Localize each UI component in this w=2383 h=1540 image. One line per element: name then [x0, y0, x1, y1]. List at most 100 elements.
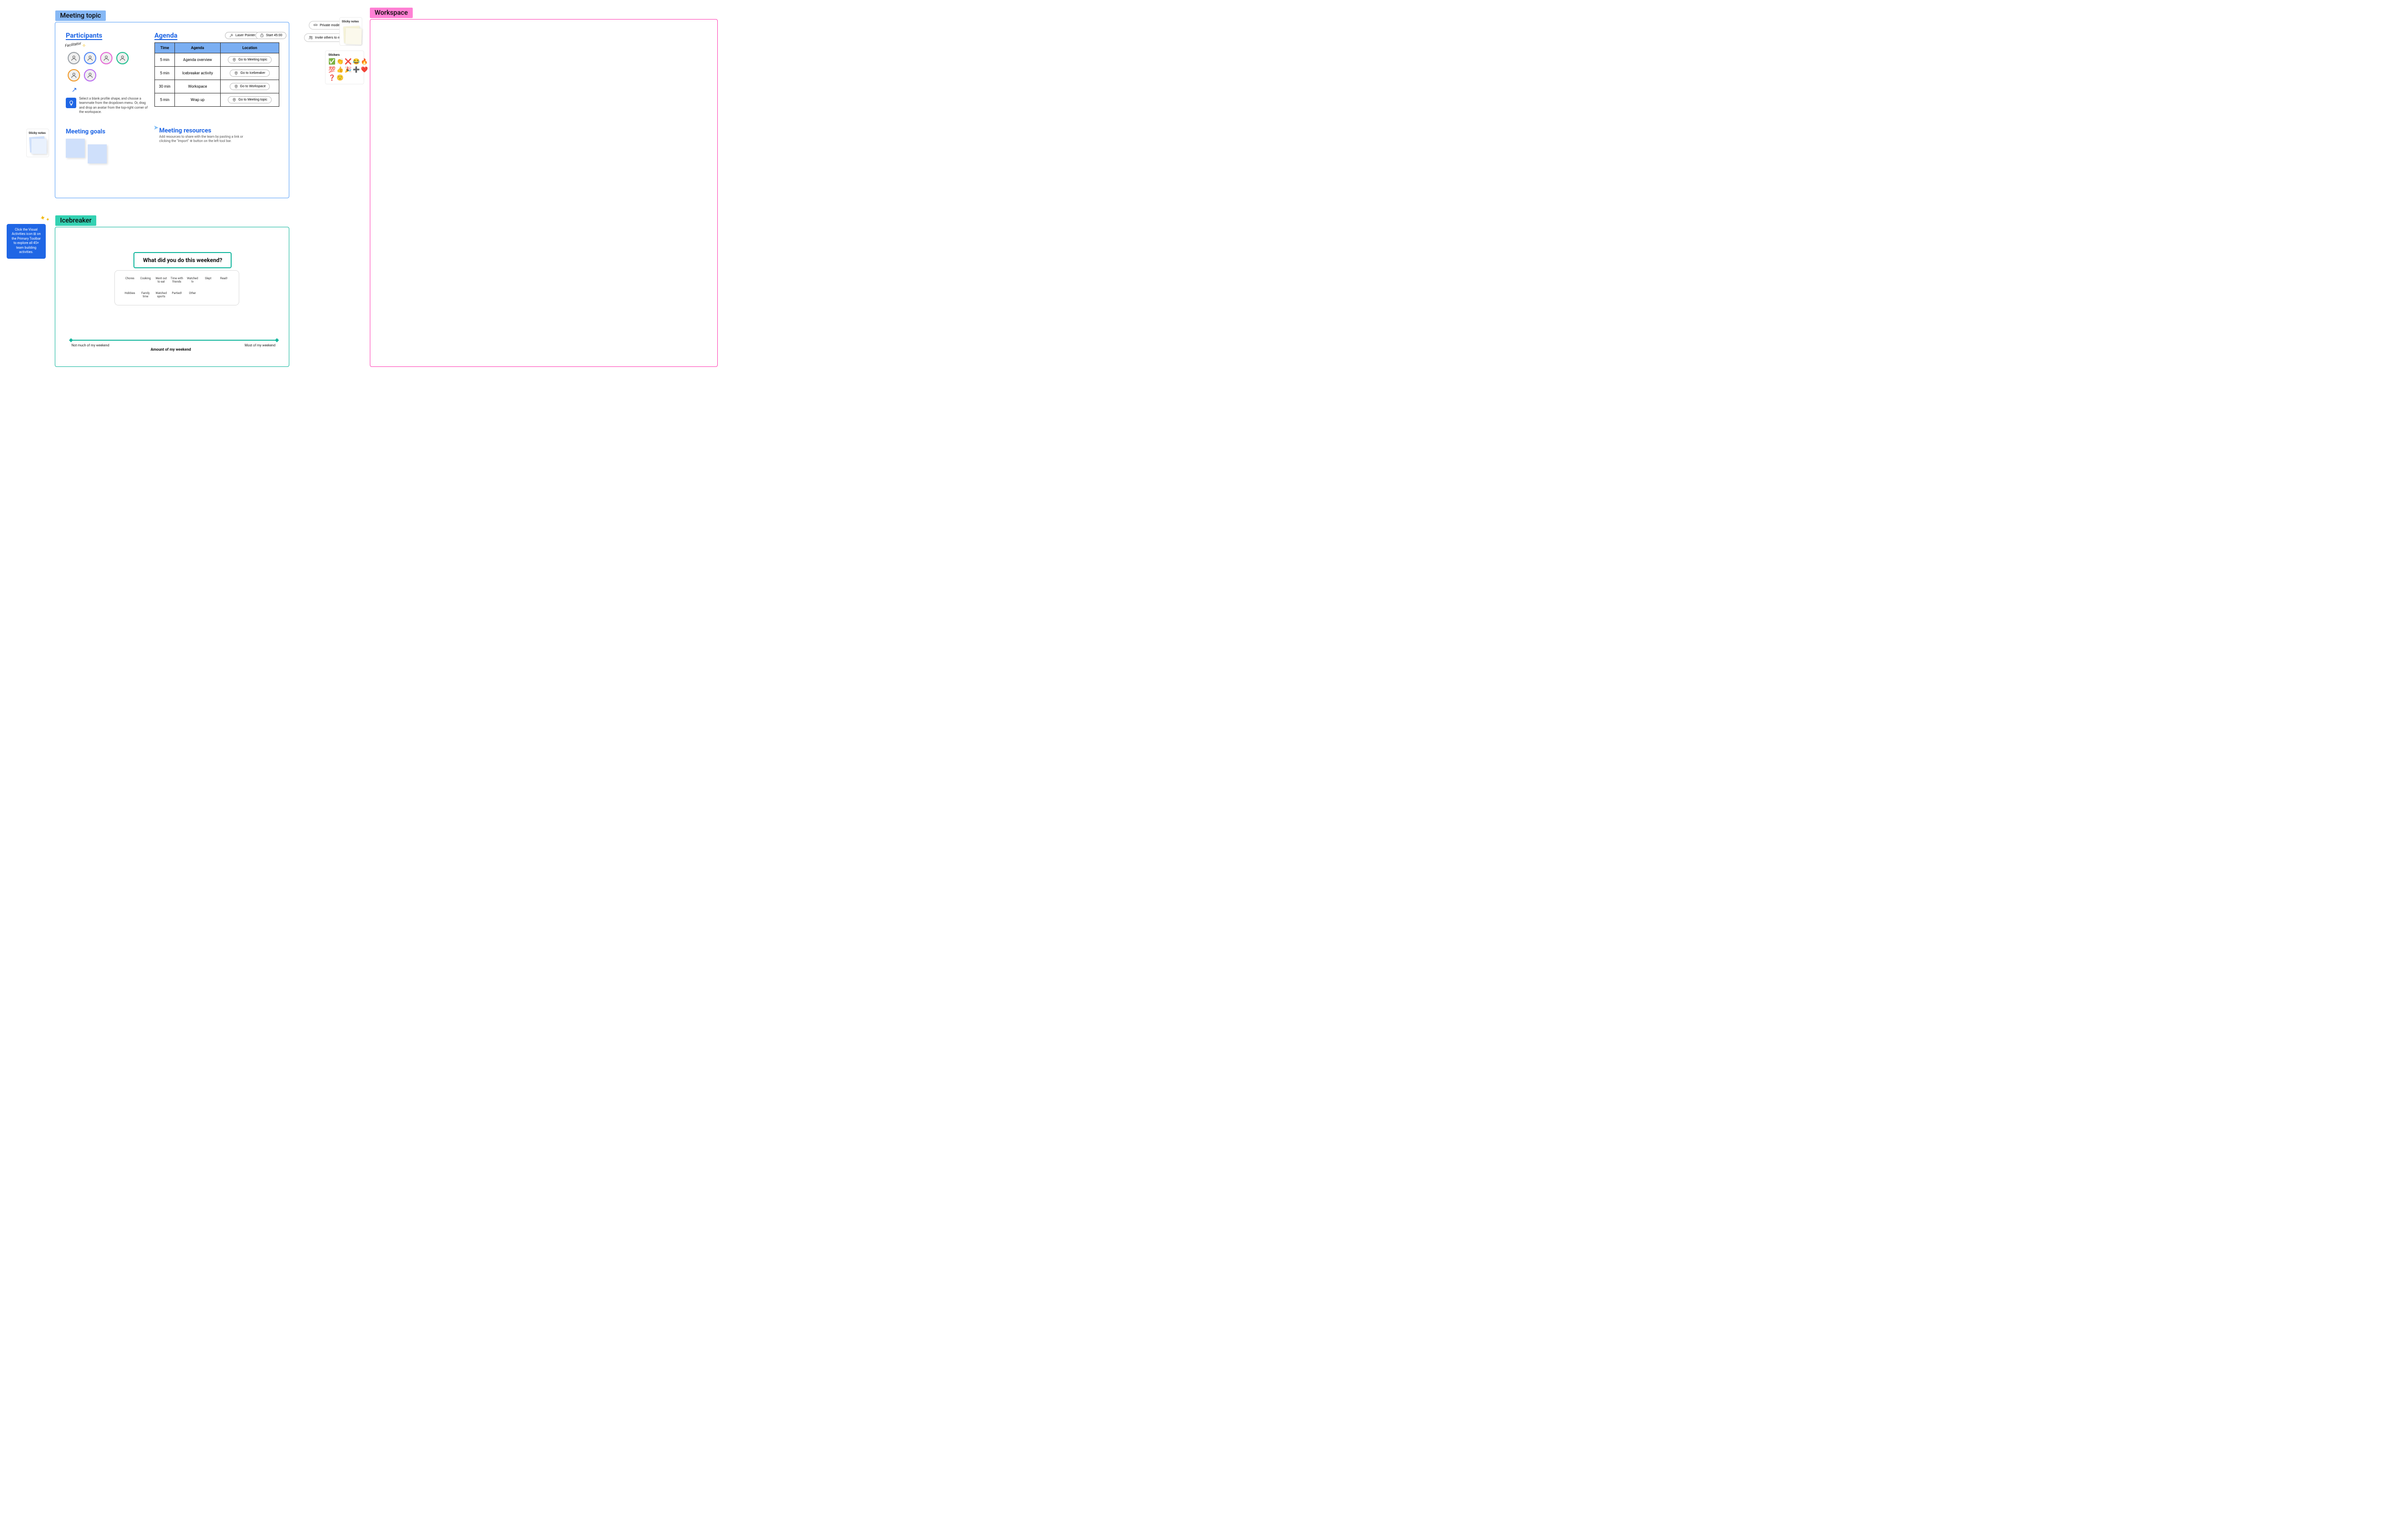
agenda-th-location: Location: [221, 43, 279, 53]
sparkle-icon: ✦: [46, 217, 50, 223]
goto-button[interactable]: Go to Workspace: [230, 83, 270, 90]
sticker-question-icon[interactable]: ❓: [328, 74, 335, 81]
start-timer-label: Start 45:00: [266, 34, 282, 37]
meeting-goals-heading: Meeting goals: [66, 128, 105, 135]
agenda-item: Wrap up: [175, 93, 221, 107]
goto-button[interactable]: Go to Icebreaker: [230, 70, 269, 77]
sparkle-icon: ✧: [82, 43, 86, 49]
agenda-table: Time Agenda Location 5 min Agenda overvi…: [154, 42, 279, 107]
agenda-item: Workspace: [175, 80, 221, 93]
ib-option[interactable]: Slept: [202, 277, 214, 284]
goto-label: Go to Icebreaker: [240, 71, 265, 75]
sticker-party-icon[interactable]: 🎉: [345, 66, 351, 73]
ib-option[interactable]: Watched tv: [186, 277, 199, 284]
ib-option[interactable]: Hobbies: [123, 292, 136, 298]
sticky-note[interactable]: [88, 144, 107, 163]
meeting-topic-panel[interactable]: Participants Facilitator ✧ ↗ Select a bl…: [55, 22, 289, 198]
laser-pointer-button[interactable]: Laser Pointer: [225, 32, 260, 39]
visual-activities-tip: Click the Visual Activities icon ⊞ on th…: [7, 224, 46, 259]
goto-label: Go to Meeting topic: [238, 58, 267, 61]
icebreaker-question: What did you do this weekend?: [133, 252, 232, 268]
meeting-topic-label: Meeting topic: [55, 10, 106, 21]
avatar[interactable]: [68, 69, 80, 81]
meeting-resources-heading: Meeting resources: [159, 127, 211, 134]
ib-option[interactable]: Cooking: [139, 277, 152, 284]
goto-button[interactable]: Go to Meeting topic: [228, 56, 272, 63]
sticker-x-icon[interactable]: ❌: [345, 58, 351, 65]
sticker-check-icon[interactable]: ✅: [328, 58, 335, 65]
sticky-note[interactable]: [66, 139, 85, 158]
sticker-100-icon[interactable]: 💯: [328, 66, 335, 73]
sticky-notes-panel-2[interactable]: Sticky notes: [339, 17, 362, 46]
ib-option[interactable]: Other: [186, 292, 199, 298]
meeting-resources-help: Add resources to share with the team by …: [159, 135, 250, 143]
ib-option[interactable]: Read!: [217, 277, 230, 284]
sticker-smile-icon[interactable]: 🙂: [336, 74, 343, 81]
axis-line: [71, 340, 276, 341]
sticky-notes-label: Sticky notes: [29, 131, 47, 135]
ib-option[interactable]: Watched sports: [155, 292, 168, 298]
sticker-fire-icon[interactable]: 🔥: [361, 58, 367, 65]
agenda-heading: Agenda: [154, 32, 177, 40]
sticker-plus-icon[interactable]: ➕: [353, 66, 359, 73]
axis-title: Amount of my weekend: [151, 347, 191, 352]
laser-pointer-label: Laser Pointer: [235, 34, 255, 37]
avatar[interactable]: [84, 52, 96, 64]
table-row: 5 min Agenda overview Go to Meeting topi…: [155, 53, 279, 67]
table-row: 5 min Icebreaker activity Go to Icebreak…: [155, 67, 279, 80]
agenda-time: 5 min: [155, 53, 175, 67]
agenda-time: 5 min: [155, 67, 175, 80]
agenda-th-time: Time: [155, 43, 175, 53]
lightbulb-icon: [66, 98, 76, 108]
arrow-icon: ↗: [71, 86, 77, 94]
avatar[interactable]: [84, 69, 96, 81]
icebreaker-options-card[interactable]: Chores Cooking Went out to eat Time with…: [114, 270, 239, 305]
axis-left-label: Not much of my weekend: [71, 344, 109, 347]
participants-heading: Participants: [66, 32, 102, 40]
avatar[interactable]: [68, 52, 80, 64]
location-icon: [232, 98, 236, 102]
participant-tip-text: Select a blank profile shape, and choose…: [79, 97, 151, 115]
agenda-time: 5 min: [155, 93, 175, 107]
icebreaker-label: Icebreaker: [55, 215, 96, 226]
goto-button[interactable]: Go to Meeting topic: [228, 96, 272, 103]
workspace-label: Workspace: [370, 8, 413, 18]
stickers-panel[interactable]: Stickers ✅ 👏 ❌ 😂 🔥 💯 👍 🎉 ➕ ❤️ ❓ 🙂: [325, 51, 364, 84]
sticky-notes-label: Sticky notes: [342, 20, 360, 23]
pointer-icon: [229, 33, 234, 38]
table-row: 5 min Wrap up Go to Meeting topic: [155, 93, 279, 107]
sticky-note[interactable]: [31, 139, 47, 154]
sticker-clap-icon[interactable]: 👏: [336, 58, 343, 65]
users-icon: [308, 35, 313, 40]
start-timer-button[interactable]: Start 45:00: [255, 32, 286, 39]
ib-option[interactable]: Went out to eat: [155, 277, 168, 284]
clock-icon: [260, 33, 264, 38]
icebreaker-panel[interactable]: What did you do this weekend? Chores Coo…: [55, 227, 289, 367]
invite-label: Invite others to me: [315, 36, 343, 40]
location-icon: [234, 84, 238, 89]
agenda-item: Icebreaker activity: [175, 67, 221, 80]
sticky-notes-panel[interactable]: Sticky notes: [26, 129, 49, 157]
ib-option[interactable]: Family time: [139, 292, 152, 298]
private-mode-label: Private mode: [320, 24, 339, 27]
ib-option[interactable]: Time with friends: [171, 277, 183, 284]
mask-icon: [313, 23, 318, 28]
workspace-panel[interactable]: [370, 19, 718, 367]
axis-right-label: Most of my weekend: [244, 344, 275, 347]
sticker-heart-icon[interactable]: ❤️: [361, 66, 367, 73]
ib-option[interactable]: Chores: [123, 277, 136, 284]
agenda-th-agenda: Agenda: [175, 43, 221, 53]
avatar[interactable]: [116, 52, 129, 64]
agenda-time: 30 min: [155, 80, 175, 93]
cursor-icon: ➤: [153, 124, 159, 132]
stickers-label: Stickers: [328, 53, 361, 57]
avatar[interactable]: [100, 52, 112, 64]
ib-option[interactable]: Partied!: [171, 292, 183, 298]
sticky-note[interactable]: [345, 28, 362, 44]
sticker-joy-icon[interactable]: 😂: [353, 58, 359, 65]
axis-end-dot: [275, 338, 279, 342]
sticker-thumbsup-icon[interactable]: 👍: [336, 66, 343, 73]
location-icon: [234, 71, 238, 75]
private-mode-button[interactable]: Private mode: [309, 21, 344, 30]
goto-label: Go to Meeting topic: [238, 98, 267, 101]
